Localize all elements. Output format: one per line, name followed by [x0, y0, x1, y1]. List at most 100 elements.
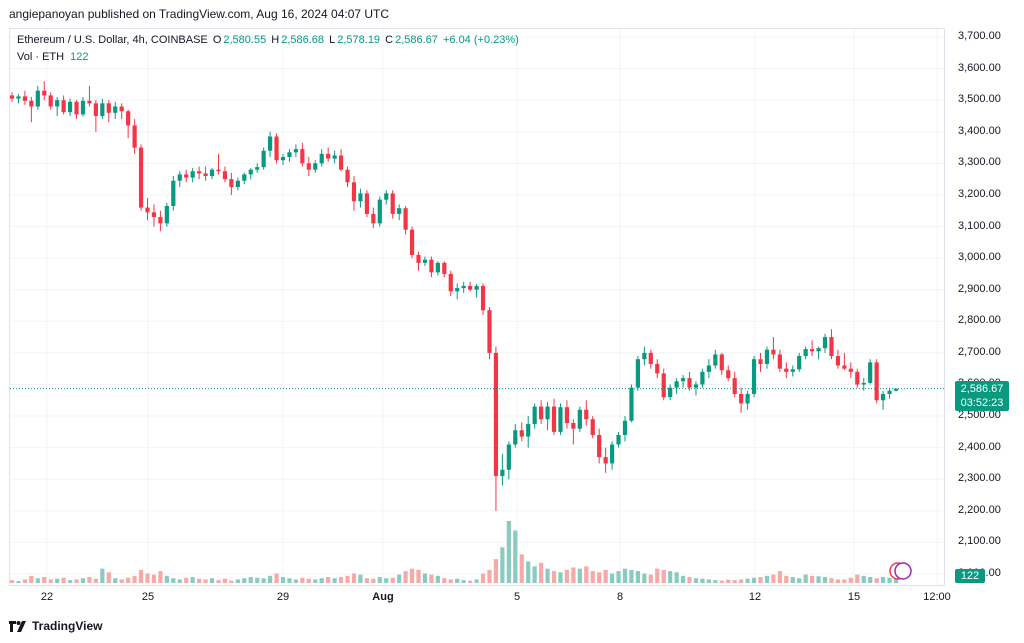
candle-body [797, 356, 802, 370]
candle-body [184, 174, 189, 178]
volume-bar [539, 562, 544, 583]
candle-body [700, 371, 705, 385]
candle-body [822, 337, 828, 349]
volume-bar [816, 576, 821, 583]
time-tick-label: 29 [276, 591, 290, 603]
price-tick-label: 3,000.00 [958, 251, 1001, 264]
volume-bar [177, 579, 182, 583]
candle-body [268, 136, 273, 151]
bar-countdown: 03:52:23 [960, 397, 1004, 409]
price-tick-label: 2,800.00 [958, 314, 1001, 327]
volume-bar [158, 571, 163, 583]
volume-bar [326, 577, 331, 583]
volume-bar [719, 580, 724, 583]
candle-body [474, 285, 479, 290]
volume-bar [732, 580, 737, 583]
candle-body [351, 182, 357, 202]
volume-bar [751, 577, 757, 583]
candle-body [680, 378, 686, 382]
candle-body [106, 103, 111, 113]
plot-area[interactable] [9, 28, 945, 586]
volume-label[interactable]: Vol · ETH [17, 51, 65, 63]
volume-bar [558, 572, 563, 583]
candle-body [280, 157, 286, 161]
candle-body [545, 406, 550, 420]
price-axis[interactable]: 3,700.00 3,600.00 3,500.00 3,400.00 3,300.00… [946, 28, 1024, 586]
volume-bar [661, 569, 666, 583]
volume-bar [874, 578, 879, 583]
last-price-value: 2,586.67 [960, 383, 1004, 395]
candle-body [138, 147, 144, 208]
volume-bar [674, 572, 679, 583]
volume-bar [197, 578, 202, 583]
volume-bar [861, 575, 866, 583]
candle-body [80, 100, 86, 115]
candle-body [455, 288, 460, 292]
volume-bar [274, 573, 279, 583]
candle-body [9, 95, 15, 99]
candle-body [113, 106, 118, 113]
candle-body [255, 167, 260, 170]
volume-bar [268, 575, 273, 583]
price-tick-label: 2,100.00 [958, 535, 1001, 548]
volume-bar [306, 578, 311, 583]
volume-bar [668, 571, 673, 583]
volume-bar [577, 568, 582, 583]
candle-body [248, 169, 253, 175]
candle-body [868, 362, 873, 383]
candle-body [635, 359, 640, 388]
volume-bar [855, 574, 860, 583]
candle-body [855, 371, 860, 385]
volume-bar [132, 575, 137, 583]
volume-bar [255, 577, 260, 583]
high-value: 2,586.68 [281, 34, 325, 46]
candle-body [751, 359, 757, 394]
candle-body [42, 90, 47, 96]
candle-body [190, 171, 195, 178]
candle-body [306, 163, 311, 170]
symbol-label[interactable]: Ethereum / U.S. Dollar, 4h, COINBASE [17, 34, 208, 46]
volume-bar [397, 574, 402, 583]
candle-body [739, 393, 744, 404]
candle-body [326, 153, 331, 159]
candle-body [835, 356, 841, 366]
volume-bar [590, 571, 595, 583]
candle-body [164, 205, 169, 224]
volume-bar [61, 577, 66, 583]
candle-body [777, 354, 782, 369]
volume-bar [493, 559, 499, 583]
candle-body [409, 229, 415, 255]
volume-bar [87, 577, 92, 583]
candle-body [119, 106, 124, 112]
candle-body [551, 406, 557, 432]
candle-body [648, 352, 653, 364]
volume-bar [739, 579, 744, 583]
candle-body [539, 406, 544, 420]
volume-bar [16, 581, 21, 583]
volume-bar [713, 580, 718, 583]
candle-body [732, 378, 737, 394]
candle-body [668, 387, 673, 398]
volume-bar [216, 580, 221, 583]
candle-body [480, 285, 486, 311]
volume-bar [842, 579, 847, 583]
volume-bar [409, 568, 415, 583]
volume-bar [242, 578, 247, 583]
volume-bar [461, 580, 466, 583]
change-value: +6.04 (+0.23%) [442, 34, 519, 46]
price-tick-label: 3,700.00 [958, 30, 1001, 42]
candle-body [171, 180, 176, 206]
candle-body [880, 393, 886, 401]
candle-body [197, 171, 202, 174]
volume-bar [358, 574, 363, 583]
volume-bar [764, 575, 770, 583]
volume-bar [113, 578, 118, 583]
candle-body [674, 381, 679, 388]
volume-bar [603, 569, 608, 583]
volume-bar [351, 573, 357, 583]
candle-body [364, 193, 369, 214]
volume-bar [171, 578, 176, 583]
candle-body [584, 409, 589, 420]
candle-body [93, 103, 98, 116]
candle-body [158, 217, 163, 224]
